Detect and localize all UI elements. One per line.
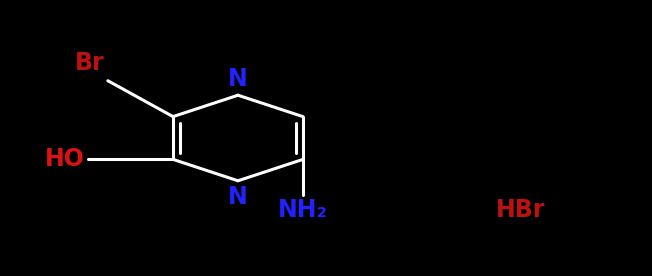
Text: Br: Br — [75, 51, 104, 75]
Text: N: N — [228, 67, 248, 91]
Text: HBr: HBr — [496, 198, 545, 222]
Text: HO: HO — [45, 147, 85, 171]
Text: NH₂: NH₂ — [278, 198, 328, 222]
Text: N: N — [228, 185, 248, 209]
